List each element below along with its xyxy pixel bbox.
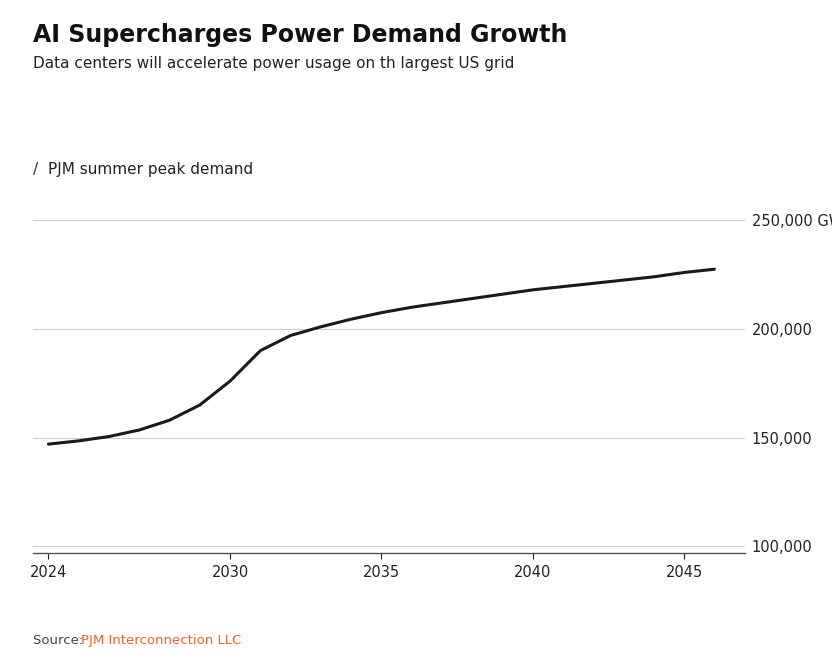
Text: /: /: [33, 162, 38, 177]
Text: Source:: Source:: [33, 634, 88, 647]
Text: PJM Interconnection LLC: PJM Interconnection LLC: [81, 634, 241, 647]
Text: AI Supercharges Power Demand Growth: AI Supercharges Power Demand Growth: [33, 23, 567, 47]
Text: PJM summer peak demand: PJM summer peak demand: [48, 162, 254, 177]
Text: Data centers will accelerate power usage on th largest US grid: Data centers will accelerate power usage…: [33, 56, 515, 71]
